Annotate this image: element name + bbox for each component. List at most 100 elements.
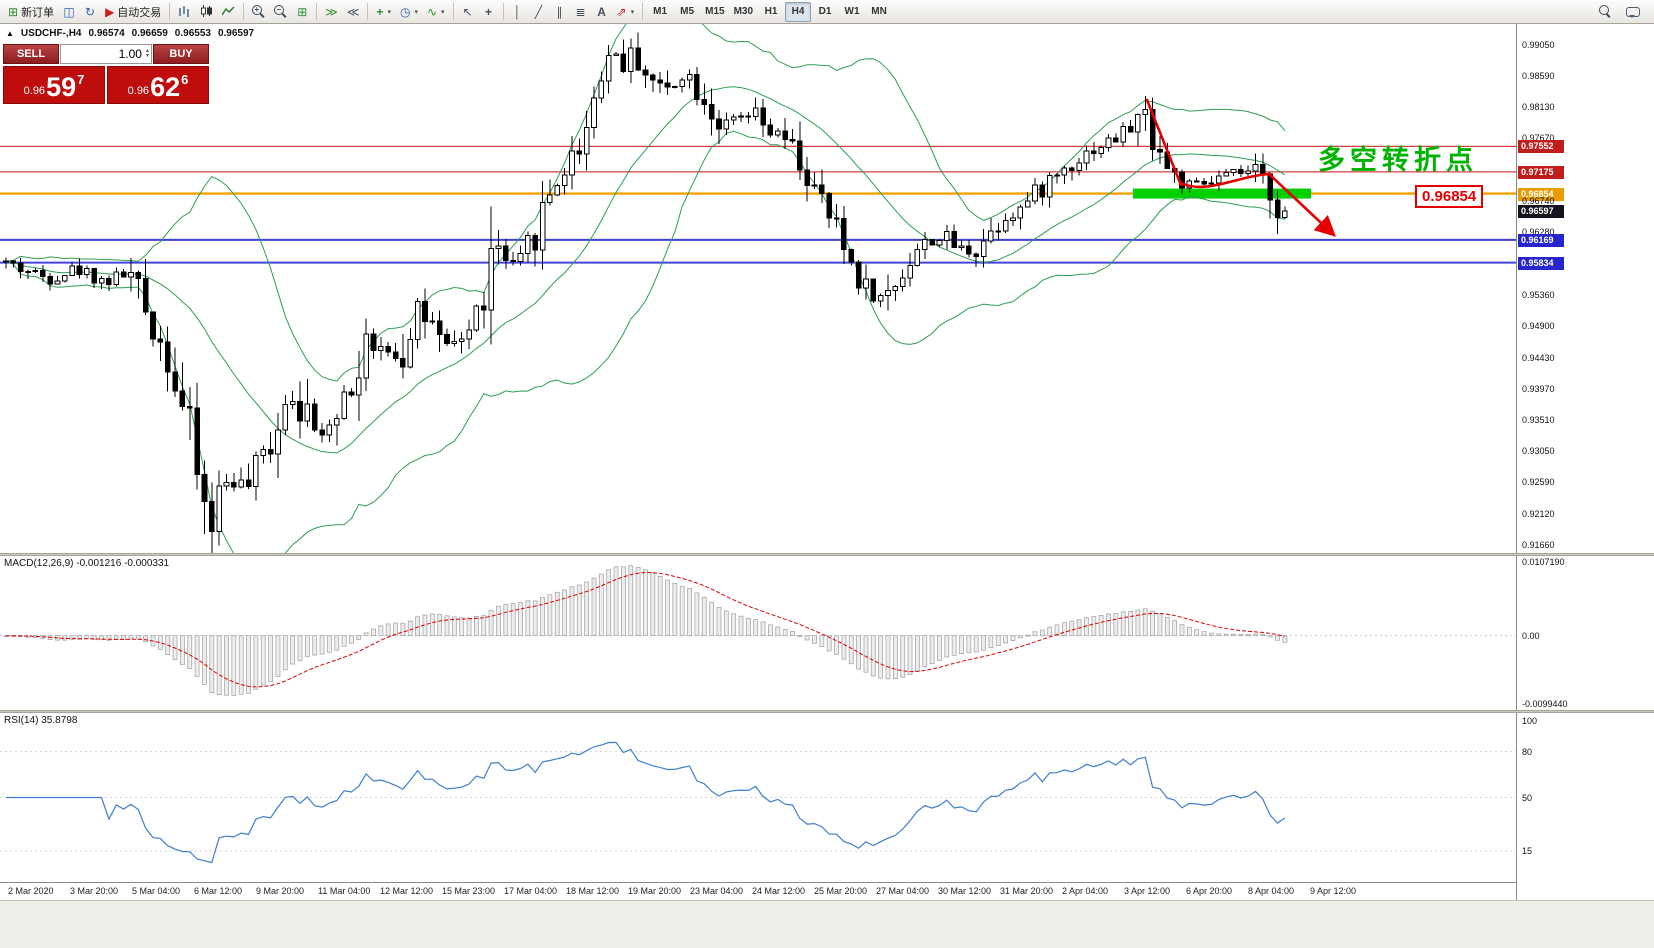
periods-icon: ◷ xyxy=(399,4,411,19)
main-chart-panel[interactable] xyxy=(0,24,1516,553)
text-tool-button[interactable]: A xyxy=(592,2,612,22)
axis-label: 0.96740 xyxy=(1522,196,1555,207)
toolbar-separator xyxy=(642,3,644,20)
axis-label: 0.93970 xyxy=(1522,383,1555,394)
refresh-button[interactable]: ↻ xyxy=(80,2,100,22)
cursor-icon: ↖ xyxy=(462,4,473,19)
cursor-button[interactable]: ↖ xyxy=(458,2,478,22)
crosshair-button[interactable]: + xyxy=(479,2,499,22)
volume-down-icon[interactable]: ▾ xyxy=(145,53,149,59)
axis-label: 0.0107190 xyxy=(1522,557,1565,567)
axis-label: 0.99050 xyxy=(1522,40,1555,50)
chat-icon xyxy=(1626,6,1640,18)
axis-label: 100 xyxy=(1522,716,1538,726)
axis-label: 0.92120 xyxy=(1522,508,1555,519)
macd-panel[interactable] xyxy=(0,556,1516,710)
axis-label: 0.95360 xyxy=(1522,289,1555,300)
toolbar-separator xyxy=(367,3,369,20)
date-label: 9 Mar 20:00 xyxy=(256,886,305,896)
date-label: 6 Mar 12:00 xyxy=(194,886,243,896)
timeframe-MN[interactable]: MN xyxy=(871,6,887,17)
sell-button[interactable]: SELL xyxy=(3,44,59,64)
zoom-out-button[interactable]: − xyxy=(270,2,291,22)
chart-shift-button[interactable]: ≪ xyxy=(343,2,364,22)
price-axis[interactable]: 0.99050 0.98590 0.98130 0.97670 0.97552 0.971… xyxy=(1516,24,1654,900)
chart-window-icon: ◫ xyxy=(63,4,75,19)
axis-label: 0.97670 xyxy=(1522,133,1555,144)
timeframe-W1[interactable]: W1 xyxy=(844,6,860,17)
sell-price-big: 59 xyxy=(46,72,77,102)
volume-input[interactable] xyxy=(61,47,144,61)
bar-chart-button[interactable] xyxy=(174,2,195,22)
toolbar-separator xyxy=(243,3,245,20)
vertical-line-button[interactable]: │ xyxy=(508,2,528,22)
search-button[interactable] xyxy=(1595,2,1616,22)
timeframe-M1[interactable]: M1 xyxy=(653,6,668,17)
chevron-down-icon: ▾ xyxy=(414,8,418,16)
date-label: 31 Mar 20:00 xyxy=(1000,886,1054,896)
panel-splitter[interactable] xyxy=(0,710,1654,713)
auto-scroll-button[interactable]: ≫ xyxy=(321,2,342,22)
chevron-down-icon: ▾ xyxy=(441,8,445,16)
volume-up-icon[interactable]: ▴ xyxy=(145,48,149,54)
high-value: 0.96659 xyxy=(131,28,168,39)
auto-trading-icon: ▶ xyxy=(105,4,115,19)
tile-windows-icon: ⊞ xyxy=(297,4,308,19)
volume-spinner[interactable]: ▴ ▾ xyxy=(144,48,151,59)
timeframe-M5[interactable]: M5 xyxy=(680,6,695,17)
axis-label: 0.93050 xyxy=(1522,445,1555,456)
timeframe-D1[interactable]: D1 xyxy=(818,6,832,17)
axis-label: 0.93510 xyxy=(1522,414,1555,425)
chat-button[interactable] xyxy=(1622,2,1644,22)
date-label: 3 Apr 12:00 xyxy=(1124,886,1171,896)
date-label: 17 Mar 04:00 xyxy=(504,886,558,896)
refresh-icon: ↻ xyxy=(85,4,96,19)
channel-icon: ∥ xyxy=(556,4,563,19)
timeframe-H1[interactable]: H1 xyxy=(764,6,778,17)
axis-label: 0.91660 xyxy=(1522,540,1555,550)
buy-price-big: 62 xyxy=(150,72,181,102)
price-tag: 0.95834 xyxy=(1518,256,1564,270)
sell-price-box[interactable]: 0.96 59 7 xyxy=(3,66,105,104)
panel-splitter[interactable] xyxy=(0,553,1654,556)
toolbar: ⊞ 新订单 ◫ ↻ ▶ 自动交易 + − ⊞ ≫ ≪ + ▾ ◷ ▾ xyxy=(0,0,1654,24)
rsi-panel[interactable] xyxy=(0,713,1516,882)
date-label: 30 Mar 12:00 xyxy=(938,886,992,896)
buy-button[interactable]: BUY xyxy=(153,44,209,64)
trend-line-icon: ╱ xyxy=(534,4,543,19)
timeframe-M15[interactable]: M15 xyxy=(705,6,725,17)
new-order-button[interactable]: ⊞ 新订单 xyxy=(4,2,58,22)
timeframe-M30[interactable]: M30 xyxy=(733,6,754,17)
candlestick-chart-button[interactable] xyxy=(196,2,217,22)
sell-price-pip: 7 xyxy=(77,72,85,87)
line-chart-button[interactable] xyxy=(218,2,239,22)
toolbar-right-group xyxy=(1595,2,1650,22)
buy-price-box[interactable]: 0.96 62 6 xyxy=(107,66,209,104)
axis-label: 50 xyxy=(1522,792,1533,803)
price-tag: 0.96854 xyxy=(1518,187,1564,201)
fibonacci-icon: ≣ xyxy=(575,4,586,19)
fibonacci-button[interactable]: ≣ xyxy=(571,2,591,22)
timeframe-H4[interactable]: H4 xyxy=(785,1,812,22)
price-tag: 0.96597 xyxy=(1518,204,1564,218)
date-label: 3 Mar 20:00 xyxy=(70,886,119,896)
crosshair-icon: + xyxy=(485,4,493,19)
search-icon xyxy=(1599,5,1612,18)
zoom-in-button[interactable]: + xyxy=(248,2,269,22)
periods-button[interactable]: ◷ ▾ xyxy=(396,2,422,22)
date-label: 24 Mar 12:00 xyxy=(752,886,806,896)
tile-windows-button[interactable]: ⊞ xyxy=(292,2,312,22)
arrows-tool-button[interactable]: ⇗ ▾ xyxy=(613,2,639,22)
indicators-button[interactable]: ∿ ▾ xyxy=(423,2,449,22)
new-chart-button[interactable]: + ▾ xyxy=(372,2,395,22)
date-label: 2 Mar 2020 xyxy=(8,886,54,896)
axis-label: 0.96280 xyxy=(1522,227,1555,238)
sell-price-prefix: 0.96 xyxy=(23,85,46,97)
new-order-icon: ⊞ xyxy=(8,4,19,19)
time-axis[interactable]: 2 Mar 2020 3 Mar 20:00 5 Mar 04:00 6 Mar 12… xyxy=(0,882,1516,900)
chart-window-button[interactable]: ◫ xyxy=(59,2,79,22)
channel-button[interactable]: ∥ xyxy=(550,2,570,22)
auto-trading-button[interactable]: ▶ 自动交易 xyxy=(101,2,165,22)
trend-line-button[interactable]: ╱ xyxy=(529,2,549,22)
